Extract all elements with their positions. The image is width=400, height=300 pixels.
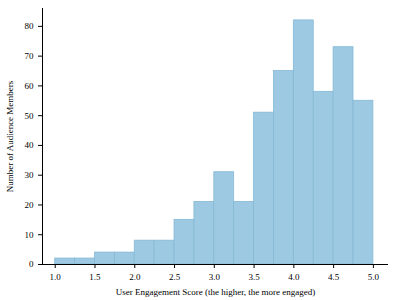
svg-text:1.5: 1.5	[89, 272, 101, 282]
svg-text:2.0: 2.0	[129, 272, 141, 282]
svg-text:10: 10	[25, 230, 35, 240]
svg-text:User Engagement Score (the hig: User Engagement Score (the higher, the m…	[116, 287, 316, 297]
svg-text:20: 20	[25, 200, 35, 210]
svg-text:4.0: 4.0	[288, 272, 300, 282]
svg-text:3.0: 3.0	[209, 272, 221, 282]
svg-text:0: 0	[29, 259, 34, 269]
svg-text:4.5: 4.5	[328, 272, 340, 282]
svg-text:50: 50	[25, 111, 35, 121]
svg-text:Number of Audience Members: Number of Audience Members	[5, 80, 15, 192]
svg-text:5.0: 5.0	[368, 272, 380, 282]
svg-text:2.5: 2.5	[169, 272, 181, 282]
svg-text:30: 30	[25, 170, 35, 180]
svg-text:3.5: 3.5	[248, 272, 260, 282]
svg-text:1.0: 1.0	[50, 272, 62, 282]
svg-text:80: 80	[25, 21, 35, 31]
svg-text:60: 60	[25, 81, 35, 91]
svg-text:40: 40	[25, 140, 35, 150]
svg-text:70: 70	[25, 51, 35, 61]
